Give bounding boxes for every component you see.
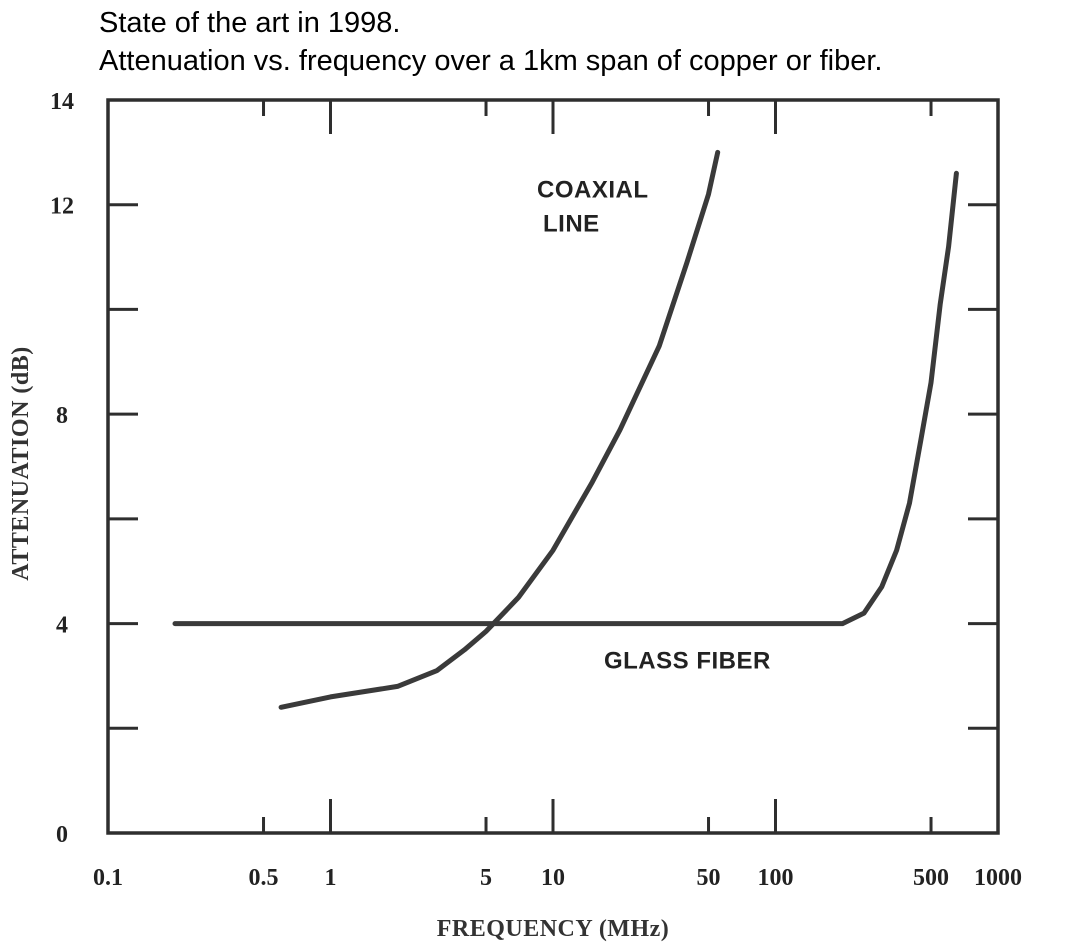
axis-labels: 0.1 0.5 1 5 10 50 100 500 1000 0 4 8 12 14 FREQUENCY (… [8,89,1022,942]
x-tick-label: 0.5 [249,865,279,891]
y-tick-label: 14 [50,89,74,115]
y-tick-label: 8 [56,403,68,429]
y-axis-title: ATTENUATION (dB) [8,346,34,580]
curve-annotations: COAXIAL LINE GLASS FIBER [537,176,771,675]
annotation-glass-fiber: GLASS FIBER [604,648,771,675]
chart-subtitle: Attenuation vs. frequency over a 1km spa… [99,45,883,77]
x-tick-label: 0.1 [93,865,123,891]
annotation-coaxial-line: COAXIAL LINE [537,176,649,237]
x-axis-title: FREQUENCY (MHz) [437,916,670,942]
chart-header: State of the art in 1998. Attenuation vs… [99,4,882,80]
x-tick-label: 500 [913,865,949,891]
x-tick-label: 1 [325,865,337,891]
x-tick-label: 50 [697,865,721,891]
x-tick-label: 10 [541,865,565,891]
x-tick-label: 100 [758,865,794,891]
series-line-coaxial-line [278,149,721,710]
series-lines [172,149,959,710]
axis-ticks [108,100,998,833]
y-tick-label: 4 [56,613,68,639]
y-tick-label: 12 [50,194,74,220]
x-tick-label: 5 [480,865,492,891]
x-tick-label: 1000 [974,865,1022,891]
series-line-glass-fiber [172,170,959,627]
chart-title: State of the art in 1998. [99,7,401,39]
y-tick-label: 0 [56,822,68,848]
